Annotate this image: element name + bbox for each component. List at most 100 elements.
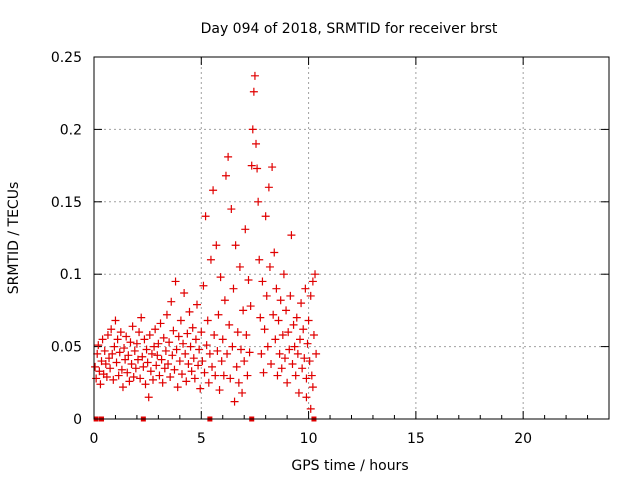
data-point [285, 345, 294, 354]
data-point [170, 365, 179, 374]
data-point [157, 355, 166, 364]
y-tick-label: 0 [73, 412, 82, 428]
data-point [105, 354, 114, 363]
data-point [244, 275, 253, 284]
data-point [243, 371, 252, 380]
data-point [268, 163, 277, 172]
data-point [220, 296, 229, 305]
data-point [240, 357, 249, 366]
data-point [307, 371, 316, 380]
data-point [91, 362, 100, 371]
data-point [279, 270, 288, 279]
data-point [92, 374, 101, 383]
data-point [235, 262, 244, 271]
data-point [221, 171, 230, 180]
data-point [293, 349, 302, 358]
data-point [114, 371, 123, 380]
data-point [190, 374, 199, 383]
chart-title: Day 094 of 2018, SRMTID for receiver brs… [201, 21, 498, 37]
data-point [304, 316, 313, 325]
data-point [149, 375, 158, 384]
data-point [205, 349, 214, 358]
data-point [193, 300, 201, 309]
data-point [284, 328, 293, 337]
y-tick-label: 0.2 [60, 122, 82, 138]
data-point [102, 373, 111, 382]
data-point [246, 302, 255, 311]
data-points [91, 71, 321, 413]
data-point [204, 378, 213, 387]
data-point [159, 333, 168, 342]
data-point [135, 328, 144, 337]
data-point [175, 357, 184, 366]
data-point [147, 349, 156, 358]
data-point [298, 364, 307, 373]
data-point [103, 331, 112, 340]
data-point [154, 339, 163, 348]
data-point [187, 367, 196, 376]
data-point [176, 316, 185, 325]
plot-frame [93, 56, 610, 420]
data-point [180, 289, 189, 298]
data-point [263, 342, 272, 351]
data-point [98, 335, 107, 344]
data-point [188, 323, 197, 332]
data-point [120, 344, 129, 353]
data-point [303, 339, 312, 348]
grid-lines [94, 57, 609, 419]
data-point [158, 378, 167, 387]
data-point [100, 346, 109, 355]
data-point [94, 341, 103, 350]
data-point [115, 348, 124, 357]
data-point [294, 388, 303, 397]
tick-labels: 0 0.05 0.1 0.15 0.2 0.25 0 5 10 15 20 [51, 50, 532, 447]
data-point [139, 362, 148, 371]
data-point [218, 335, 227, 344]
data-point [153, 351, 162, 360]
data-point [274, 316, 283, 325]
data-point [308, 277, 317, 286]
data-point [172, 345, 181, 354]
data-point [211, 371, 220, 380]
data-point [138, 352, 147, 361]
data-point [272, 284, 281, 293]
data-point [146, 367, 155, 376]
data-point [160, 364, 169, 373]
data-point [250, 71, 259, 80]
data-point [270, 248, 279, 257]
data-point [286, 291, 295, 300]
data-point [171, 277, 180, 286]
data-point [162, 310, 171, 319]
data-point [287, 231, 296, 240]
data-point [306, 404, 315, 413]
data-point [206, 255, 215, 264]
data-point [156, 319, 165, 328]
x-tick-label: 20 [514, 431, 532, 447]
data-point [291, 371, 300, 380]
data-point [140, 335, 149, 344]
data-point [131, 364, 140, 373]
data-point [130, 346, 139, 355]
data-point [143, 358, 152, 367]
data-point [108, 349, 117, 358]
data-point [126, 338, 135, 347]
data-point [269, 310, 278, 319]
data-point [309, 331, 318, 340]
data-point [233, 328, 242, 337]
data-point [189, 354, 198, 363]
data-point [123, 368, 132, 377]
data-point [129, 373, 138, 382]
data-point [132, 339, 141, 348]
data-point [259, 368, 268, 377]
y-tick-label: 0.05 [51, 340, 82, 356]
data-point [229, 284, 238, 293]
data-point [249, 87, 258, 96]
y-axis-label: SRMTID / TECUs [6, 182, 22, 295]
data-point [289, 320, 298, 329]
data-point [299, 325, 308, 334]
data-point [217, 357, 226, 366]
data-point [210, 331, 219, 340]
data-point [184, 359, 193, 368]
data-point [225, 320, 234, 329]
data-point [236, 345, 245, 354]
